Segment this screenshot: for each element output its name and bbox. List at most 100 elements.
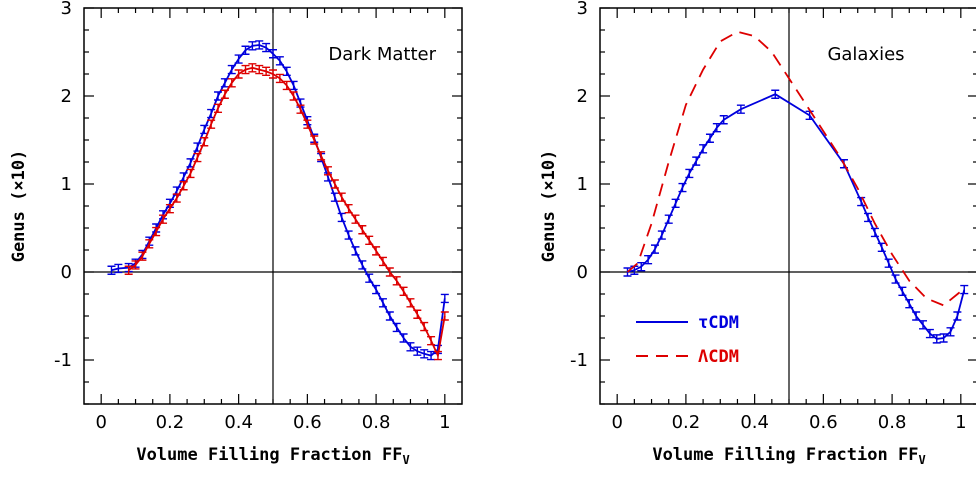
data-point-errorbar <box>427 350 436 361</box>
panel-title: Galaxies <box>827 44 904 65</box>
reference-lines <box>84 8 462 404</box>
data-point-errorbar <box>399 286 408 297</box>
data-point-errorbar <box>736 104 745 114</box>
data-point-errorbar <box>406 298 415 308</box>
data-point-errorbar <box>637 262 646 272</box>
x-tick-label: 0.8 <box>362 412 391 433</box>
data-point-errorbar <box>712 122 721 133</box>
data-point-errorbar <box>692 156 701 166</box>
data-point-errorbar <box>131 260 140 270</box>
panel-title: Dark Matter <box>328 44 436 65</box>
data-point-errorbar <box>234 69 243 79</box>
data-point-errorbar <box>932 334 941 344</box>
data-point-errorbar <box>919 320 928 330</box>
data-point-errorbar <box>214 103 223 114</box>
series-group <box>107 40 449 361</box>
data-point-errorbar <box>678 182 687 193</box>
y-tick-label: 2 <box>61 86 72 107</box>
data-point-errorbar <box>296 104 305 114</box>
data-point-errorbar <box>351 214 360 224</box>
y-tick-label: 2 <box>577 86 588 107</box>
data-point-errorbar <box>282 66 291 77</box>
y-axis-title: Genus (×10) <box>539 150 559 263</box>
y-tick-label: 1 <box>61 174 72 195</box>
x-tick-label: 0.8 <box>878 412 907 433</box>
y-tick-labels: -1 0 1 2 3 <box>54 0 72 371</box>
data-point-errorbar <box>275 73 284 84</box>
data-point-errorbar <box>227 78 236 88</box>
data-point-errorbar <box>399 333 408 343</box>
data-point-errorbar <box>269 69 277 79</box>
data-point-errorbar <box>644 254 653 265</box>
x-tick-labels: 0 0.2 0.4 0.6 0.8 1 <box>611 412 966 433</box>
data-point-errorbar <box>365 235 374 246</box>
series-line-cdm <box>626 30 962 307</box>
data-point-errorbar <box>207 119 216 129</box>
data-point-errorbar <box>262 42 271 53</box>
series-line-1 <box>128 66 446 359</box>
data-point-errorbar <box>771 89 780 99</box>
data-point-errorbar <box>227 64 236 75</box>
data-point-errorbar <box>165 203 174 214</box>
data-point-errorbar <box>953 311 962 321</box>
data-point-errorbar <box>870 227 879 238</box>
data-point-errorbar <box>905 298 914 309</box>
data-point-errorbar <box>385 267 394 277</box>
data-point-errorbar <box>378 256 387 267</box>
data-point-errorbar <box>365 273 374 283</box>
data-point-errorbar <box>912 311 921 321</box>
data-point-errorbar <box>114 263 123 274</box>
x-tick-label: 0.4 <box>740 412 769 433</box>
y-tick-label: -1 <box>570 350 588 371</box>
y-tick-label: -1 <box>54 350 72 371</box>
data-point-errorbar <box>323 166 332 176</box>
data-point-errorbar <box>705 133 714 143</box>
x-axis-title: Volume Filling Fraction FFV <box>136 445 409 467</box>
y-tick-label: 1 <box>577 174 588 195</box>
x-tick-labels: 0 0.2 0.4 0.6 0.8 1 <box>95 412 450 433</box>
data-point-errorbar <box>179 181 188 191</box>
data-point-errorbar <box>433 350 442 361</box>
data-point-errorbar <box>275 56 284 66</box>
data-point-errorbar <box>392 322 401 333</box>
y-tick-label: 0 <box>577 262 588 283</box>
data-point-errorbar <box>330 192 339 202</box>
data-point-errorbar <box>289 80 298 91</box>
data-point-errorbar <box>406 342 415 352</box>
data-point-errorbar <box>440 293 449 304</box>
data-point-errorbar <box>248 63 257 73</box>
x-tick-label: 1 <box>439 412 450 433</box>
data-point-errorbar <box>385 311 394 321</box>
data-point-errorbar <box>269 49 277 59</box>
data-point-errorbar <box>214 91 223 101</box>
data-point-errorbar <box>220 78 229 88</box>
data-point-errorbar <box>220 89 229 99</box>
data-point-errorbar <box>420 349 429 359</box>
legend-label-tcdm: τCDM <box>698 313 739 333</box>
data-point-errorbar <box>392 276 401 286</box>
x-tick-label: 0 <box>611 412 622 433</box>
data-point-errorbar <box>358 225 367 235</box>
data-point-errorbar <box>262 66 271 77</box>
data-point-errorbar <box>699 144 708 154</box>
data-point-errorbar <box>960 284 969 295</box>
x-tick-label: 0.6 <box>293 412 322 433</box>
data-point-errorbar <box>857 196 866 207</box>
data-point-errorbar <box>337 192 346 202</box>
legend-label-lcdm: ΛCDM <box>698 347 739 367</box>
data-point-errorbar <box>282 80 291 91</box>
data-point-errorbar <box>145 239 154 249</box>
data-point-errorbar <box>671 198 680 209</box>
data-point-errorbar <box>138 251 147 261</box>
data-point-errorbar <box>372 284 381 295</box>
data-point-errorbar <box>650 244 659 254</box>
data-point-errorbar <box>623 267 632 277</box>
data-point-errorbar <box>124 265 133 275</box>
data-point-errorbar <box>685 168 694 179</box>
data-point-errorbar <box>172 193 181 203</box>
series-line-0 <box>111 44 446 357</box>
data-point-errorbar <box>310 135 319 145</box>
data-point-errorbar <box>193 152 202 163</box>
data-point-errorbar <box>420 321 429 332</box>
